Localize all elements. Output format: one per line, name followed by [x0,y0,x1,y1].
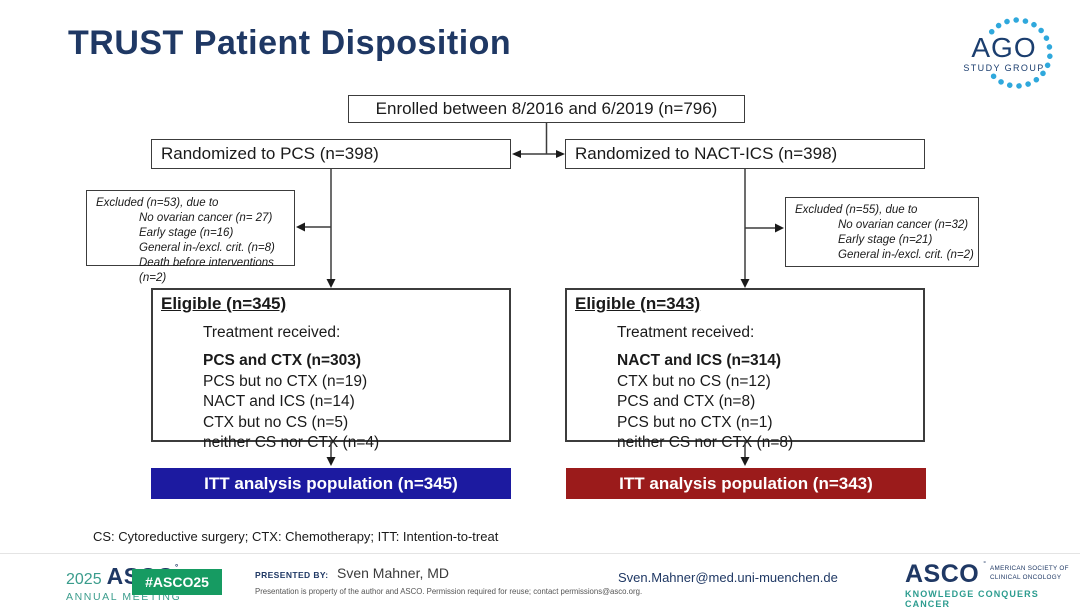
hashtag-badge: #ASCO25 [132,569,222,595]
randomized-nact-ics-text: Randomized to NACT-ICS (n=398) [575,144,838,163]
footer-divider [0,553,1080,554]
asco-logo-name: ASCO [905,560,980,588]
registered-mark-icon: ° [983,561,987,568]
ago-logo-acronym: AGO [971,32,1037,63]
pcs-eligible-header: Eligible (n=345) [161,294,287,313]
nact-treatment-item: CTX but no CS (n=12) [617,372,771,390]
presenter-name: Sven Mahner, MD [336,565,450,581]
nact-excluded-header: Excluded (n=55), due to [795,204,918,216]
pcs-excluded-item: No ovarian cancer (n= 27) [139,212,273,224]
pcs-itt-box: ITT analysis population (n=345) [151,468,511,499]
asco-logo-line1: AMERICAN SOCIETY OF [990,565,1069,572]
pcs-treatment-list: PCS and CTX (n=303) PCS but no CTX (n=19… [203,351,501,454]
nact-treatment-item: neither CS nor CTX (n=8) [617,434,794,451]
arrow-nact-to-excluded [745,223,784,233]
asco-tagline: KNOWLEDGE CONQUERS CANCER [905,589,1039,608]
enrolled-text: Enrolled between 8/2016 and 6/2019 (n=79… [375,99,718,118]
arrow-nact-to-eligible [740,169,750,288]
pcs-excluded-box: Excluded (n=53), due to No ovarian cance… [86,190,295,284]
pcs-excluded-item: Death before interventions (n=2) [139,257,274,284]
arrow-pcs-to-excluded [296,222,331,232]
presented-by-label: PRESENTED BY: [255,570,329,580]
presenter-email[interactable]: Sven.Mahner@med.uni-muenchen.de [618,570,838,585]
pcs-excluded-items: No ovarian cancer (n= 27) Early stage (n… [139,211,290,286]
nact-eligible-box: Eligible (n=343) Treatment received: NAC… [565,288,925,451]
asco-logo-society-lines: AMERICAN SOCIETY OF CLINICAL ONCOLOGY [990,565,1069,582]
abbreviations-footnote: CS: Cytoreductive surgery; CTX: Chemothe… [93,529,499,544]
asco-logo-top: ASCO ° AMERICAN SOCIETY OF CLINICAL ONCO… [905,560,1080,588]
nact-treatment-list: NACT and ICS (n=314) CTX but no CS (n=12… [617,351,915,454]
pcs-eligible-box: Eligible (n=345) Treatment received: PCS… [151,288,511,451]
page-title: TRUST Patient Disposition [68,24,512,62]
pcs-treatment-label: Treatment received: [203,324,341,341]
ago-study-group-logo: AGO STUDY GROUP [960,10,1064,100]
ago-logo-text: AGO STUDY GROUP [962,34,1046,73]
asco-society-logo: ASCO ° AMERICAN SOCIETY OF CLINICAL ONCO… [905,560,1080,608]
meeting-year: 2025 [66,571,102,588]
randomized-pcs-text: Randomized to PCS (n=398) [161,144,379,163]
pcs-excluded-item: Early stage (n=16) [139,227,234,239]
nact-treatment-primary: NACT and ICS (n=314) [617,352,782,369]
arrow-enrolled-split [512,123,565,158]
ago-logo-subtitle: STUDY GROUP [963,63,1045,73]
nact-itt-text: ITT analysis population (n=343) [619,473,873,493]
ago-dotted-circle-icon [988,17,1053,89]
pcs-itt-text: ITT analysis population (n=345) [204,473,458,493]
nact-excluded-items: No ovarian cancer (n=32) Early stage (n=… [838,218,974,263]
enrolled-box: Enrolled between 8/2016 and 6/2019 (n=79… [348,95,745,123]
pcs-treatment-item: CTX but no CS (n=5) [203,413,349,431]
nact-excluded-item: No ovarian cancer (n=32) [838,219,969,231]
pcs-treatment-item: neither CS nor CTX (n=4) [203,434,380,451]
nact-excluded-item: General in-/excl. crit. (n=2) [838,249,974,261]
pcs-treatment-primary: PCS and CTX (n=303) [203,352,362,369]
nact-treatment-item: PCS and CTX (n=8) [617,393,756,410]
pcs-treatment-item: PCS but no CTX (n=19) [203,372,368,390]
randomized-nact-ics-box: Randomized to NACT-ICS (n=398) [565,139,925,169]
nact-excluded-box: Excluded (n=55), due to No ovarian cance… [785,197,979,267]
presented-by: PRESENTED BY: Sven Mahner, MD [255,565,449,583]
pcs-excluded-item: General in-/excl. crit. (n=8) [139,242,275,254]
nact-treatment-item: PCS but no CTX (n=1) [617,413,773,431]
nact-excluded-item: Early stage (n=21) [838,234,933,246]
nact-treatment-label: Treatment received: [617,324,755,341]
registered-mark-icon: ° [175,563,179,572]
randomized-pcs-box: Randomized to PCS (n=398) [151,139,511,169]
arrow-pcs-to-eligible [326,169,336,288]
nact-eligible-header: Eligible (n=343) [575,294,701,313]
nact-itt-box: ITT analysis population (n=343) [566,468,926,499]
disclaimer-text: Presentation is property of the author a… [255,587,643,596]
pcs-excluded-header: Excluded (n=53), due to [96,197,219,209]
pcs-treatment-item: NACT and ICS (n=14) [203,393,355,410]
asco-logo-line2: CLINICAL ONCOLOGY [990,573,1062,581]
